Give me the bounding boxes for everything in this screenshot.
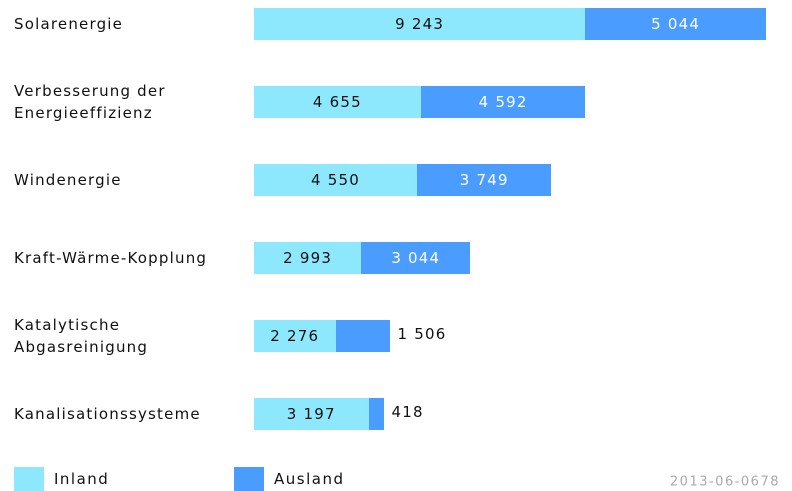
legend-swatch xyxy=(234,467,264,491)
bar-segment xyxy=(361,242,471,274)
legend-swatch xyxy=(14,467,44,491)
value-label: 1 506 xyxy=(397,325,447,343)
note: 2013-06-0678 xyxy=(669,474,780,490)
value-label: 3 044 xyxy=(391,249,441,267)
value-label: 3 749 xyxy=(459,171,509,189)
bar-segment xyxy=(420,86,586,118)
value-label: 418 xyxy=(391,403,424,421)
category-label: Katalytische Abgasreinigung xyxy=(14,316,149,356)
category-label: Solarenergie xyxy=(14,15,124,33)
category-label: Kanalisationssysteme xyxy=(14,405,201,423)
value-label: 4 655 xyxy=(312,93,362,111)
bar-segment xyxy=(254,398,369,430)
bar-segment xyxy=(368,398,384,430)
category-label: Verbesserung der Energieeffizienz xyxy=(14,82,166,122)
value-label: 9 243 xyxy=(395,15,445,33)
category-label: Kraft-Wärme-Kopplung xyxy=(14,249,208,267)
value-label: 5 044 xyxy=(651,15,701,33)
value-label: 4 550 xyxy=(311,171,360,189)
value-label: 2 993 xyxy=(283,249,333,267)
value-label: 4 592 xyxy=(478,93,528,111)
bar-segment xyxy=(254,164,418,196)
bar-segment xyxy=(335,320,390,352)
bar-segment xyxy=(254,86,421,118)
bar-segment xyxy=(254,242,362,274)
legend-label: Ausland xyxy=(274,470,345,488)
legend-label: Inland xyxy=(54,470,110,488)
bar-segment xyxy=(254,8,586,40)
value-label: 3 197 xyxy=(286,405,336,423)
bar-segment xyxy=(254,320,336,352)
value-label: 2 276 xyxy=(270,327,320,345)
bar-segment xyxy=(417,164,552,196)
bar-segment xyxy=(585,8,766,40)
category-label: Windenergie xyxy=(14,171,122,189)
